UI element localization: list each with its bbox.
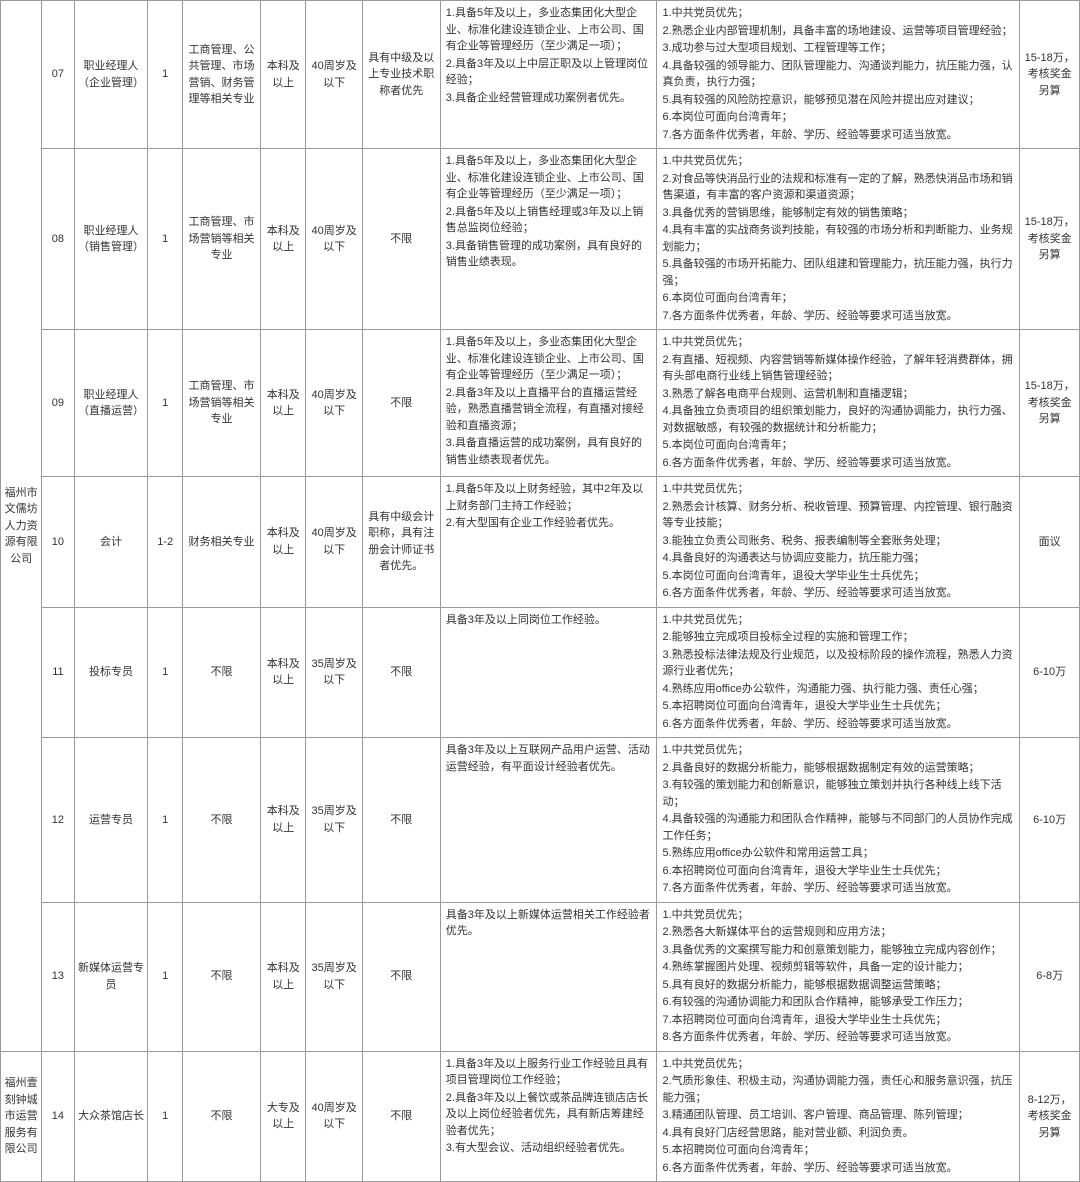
no-cell: 13 (42, 902, 75, 1051)
salary-cell: 8-12万，考核奖金另算 (1020, 1051, 1080, 1182)
experience-cell: 1.具备5年及以上，多业态集团化大型企业、标准化建设连锁企业、上市公司、国有企业… (440, 330, 657, 477)
position-cell: 运营专员 (74, 738, 148, 903)
other-cell: 1.中共党员优先；2.熟悉各大新媒体平台的运营规则和应用方法；3.具备优秀的文案… (657, 902, 1020, 1051)
no-cell: 08 (42, 149, 75, 330)
cert-cell: 不限 (362, 902, 440, 1051)
major-cell: 不限 (182, 607, 260, 738)
cert-cell: 不限 (362, 1051, 440, 1182)
edu-cell: 本科及以上 (260, 902, 306, 1051)
major-cell: 不限 (182, 902, 260, 1051)
position-cell: 职业经理人（销售管理） (74, 149, 148, 330)
edu-cell: 本科及以上 (260, 1, 306, 149)
experience-cell: 1.具备3年及以上服务行业工作经验且具有项目管理岗位工作经验；2.具备3年及以上… (440, 1051, 657, 1182)
table-row: 福州市文儒坊人力资源有限公司07职业经理人（企业管理）1工商管理、公共管理、市场… (1, 1, 1080, 149)
table-row: 福州壹刻钟城市运营服务有限公司14大众茶馆店长1不限大专及以上40周岁及以下不限… (1, 1051, 1080, 1182)
company-cell: 福州壹刻钟城市运营服务有限公司 (1, 1051, 42, 1182)
salary-cell: 6-10万 (1020, 738, 1080, 903)
table-row: 11投标专员1不限本科及以上35周岁及以下不限具备3年及以上同岗位工作经验。1.… (1, 607, 1080, 738)
cert-cell: 不限 (362, 738, 440, 903)
no-cell: 12 (42, 738, 75, 903)
no-cell: 10 (42, 477, 75, 608)
salary-cell: 15-18万，考核奖金另算 (1020, 1, 1080, 149)
count-cell: 1 (148, 1051, 183, 1182)
table-row: 08职业经理人（销售管理）1工商管理、市场营销等相关专业本科及以上40周岁及以下… (1, 149, 1080, 330)
other-cell: 1.中共党员优先；2.能够独立完成项目投标全过程的实施和管理工作；3.熟悉投标法… (657, 607, 1020, 738)
edu-cell: 本科及以上 (260, 477, 306, 608)
count-cell: 1 (148, 330, 183, 477)
position-cell: 会计 (74, 477, 148, 608)
age-cell: 40周岁及以下 (306, 477, 362, 608)
salary-cell: 15-18万，考核奖金另算 (1020, 330, 1080, 477)
table-row: 10会计1-2财务相关专业本科及以上40周岁及以下具有中级会计职称，具有注册会计… (1, 477, 1080, 608)
age-cell: 40周岁及以下 (306, 330, 362, 477)
experience-cell: 具备3年及以上同岗位工作经验。 (440, 607, 657, 738)
other-cell: 1.中共党员优先；2.熟悉会计核算、财务分析、税收管理、预算管理、内控管理、银行… (657, 477, 1020, 608)
company-cell: 福州市文儒坊人力资源有限公司 (1, 1, 42, 1052)
salary-cell: 面议 (1020, 477, 1080, 608)
edu-cell: 本科及以上 (260, 149, 306, 330)
no-cell: 14 (42, 1051, 75, 1182)
recruitment-table: 福州市文儒坊人力资源有限公司07职业经理人（企业管理）1工商管理、公共管理、市场… (0, 0, 1080, 1182)
other-cell: 1.中共党员优先；2.气质形象佳、积极主动，沟通协调能力强，责任心和服务意识强，… (657, 1051, 1020, 1182)
experience-cell: 具备3年及以上互联网产品用户运营、活动运营经验，有平面设计经验者优先。 (440, 738, 657, 903)
experience-cell: 具备3年及以上新媒体运营相关工作经验者优先。 (440, 902, 657, 1051)
table-row: 12运营专员1不限本科及以上35周岁及以下不限具备3年及以上互联网产品用户运营、… (1, 738, 1080, 903)
other-cell: 1.中共党员优先；2.熟悉企业内部管理机制，具备丰富的场地建设、运营等项目管理经… (657, 1, 1020, 149)
experience-cell: 1.具备5年及以上，多业态集团化大型企业、标准化建设连锁企业、上市公司、国有企业… (440, 1, 657, 149)
no-cell: 11 (42, 607, 75, 738)
position-cell: 新媒体运营专员 (74, 902, 148, 1051)
edu-cell: 本科及以上 (260, 607, 306, 738)
experience-cell: 1.具备5年及以上财务经验，其中2年及以上财务部门主持工作经验；2.有大型国有企… (440, 477, 657, 608)
major-cell: 财务相关专业 (182, 477, 260, 608)
table-row: 13新媒体运营专员1不限本科及以上35周岁及以下不限具备3年及以上新媒体运营相关… (1, 902, 1080, 1051)
cert-cell: 不限 (362, 149, 440, 330)
other-cell: 1.中共党员优先；2.有直播、短视频、内容营销等新媒体操作经验，了解年轻消费群体… (657, 330, 1020, 477)
salary-cell: 15-18万，考核奖金另算 (1020, 149, 1080, 330)
age-cell: 40周岁及以下 (306, 149, 362, 330)
major-cell: 工商管理、市场营销等相关专业 (182, 149, 260, 330)
edu-cell: 大专及以上 (260, 1051, 306, 1182)
experience-cell: 1.具备5年及以上，多业态集团化大型企业、标准化建设连锁企业、上市公司、国有企业… (440, 149, 657, 330)
table-row: 09职业经理人（直播运营）1工商管理、市场营销等相关专业本科及以上40周岁及以下… (1, 330, 1080, 477)
cert-cell: 具有中级及以上专业技术职称者优先 (362, 1, 440, 149)
other-cell: 1.中共党员优先；2.对食品等快消品行业的法规和标准有一定的了解，熟悉快消品市场… (657, 149, 1020, 330)
count-cell: 1 (148, 902, 183, 1051)
cert-cell: 不限 (362, 607, 440, 738)
age-cell: 35周岁及以下 (306, 738, 362, 903)
age-cell: 35周岁及以下 (306, 607, 362, 738)
cert-cell: 不限 (362, 330, 440, 477)
position-cell: 职业经理人（企业管理） (74, 1, 148, 149)
count-cell: 1 (148, 1, 183, 149)
major-cell: 不限 (182, 738, 260, 903)
edu-cell: 本科及以上 (260, 738, 306, 903)
salary-cell: 6-10万 (1020, 607, 1080, 738)
no-cell: 09 (42, 330, 75, 477)
count-cell: 1 (148, 738, 183, 903)
age-cell: 40周岁及以下 (306, 1, 362, 149)
position-cell: 职业经理人（直播运营） (74, 330, 148, 477)
position-cell: 大众茶馆店长 (74, 1051, 148, 1182)
other-cell: 1.中共党员优先；2.具备良好的数据分析能力，能够根据数据制定有效的运营策略；3… (657, 738, 1020, 903)
major-cell: 不限 (182, 1051, 260, 1182)
count-cell: 1-2 (148, 477, 183, 608)
no-cell: 07 (42, 1, 75, 149)
age-cell: 35周岁及以下 (306, 902, 362, 1051)
major-cell: 工商管理、公共管理、市场营销、财务管理等相关专业 (182, 1, 260, 149)
age-cell: 40周岁及以下 (306, 1051, 362, 1182)
position-cell: 投标专员 (74, 607, 148, 738)
major-cell: 工商管理、市场营销等相关专业 (182, 330, 260, 477)
cert-cell: 具有中级会计职称，具有注册会计师证书者优先。 (362, 477, 440, 608)
count-cell: 1 (148, 149, 183, 330)
edu-cell: 本科及以上 (260, 330, 306, 477)
count-cell: 1 (148, 607, 183, 738)
salary-cell: 6-8万 (1020, 902, 1080, 1051)
